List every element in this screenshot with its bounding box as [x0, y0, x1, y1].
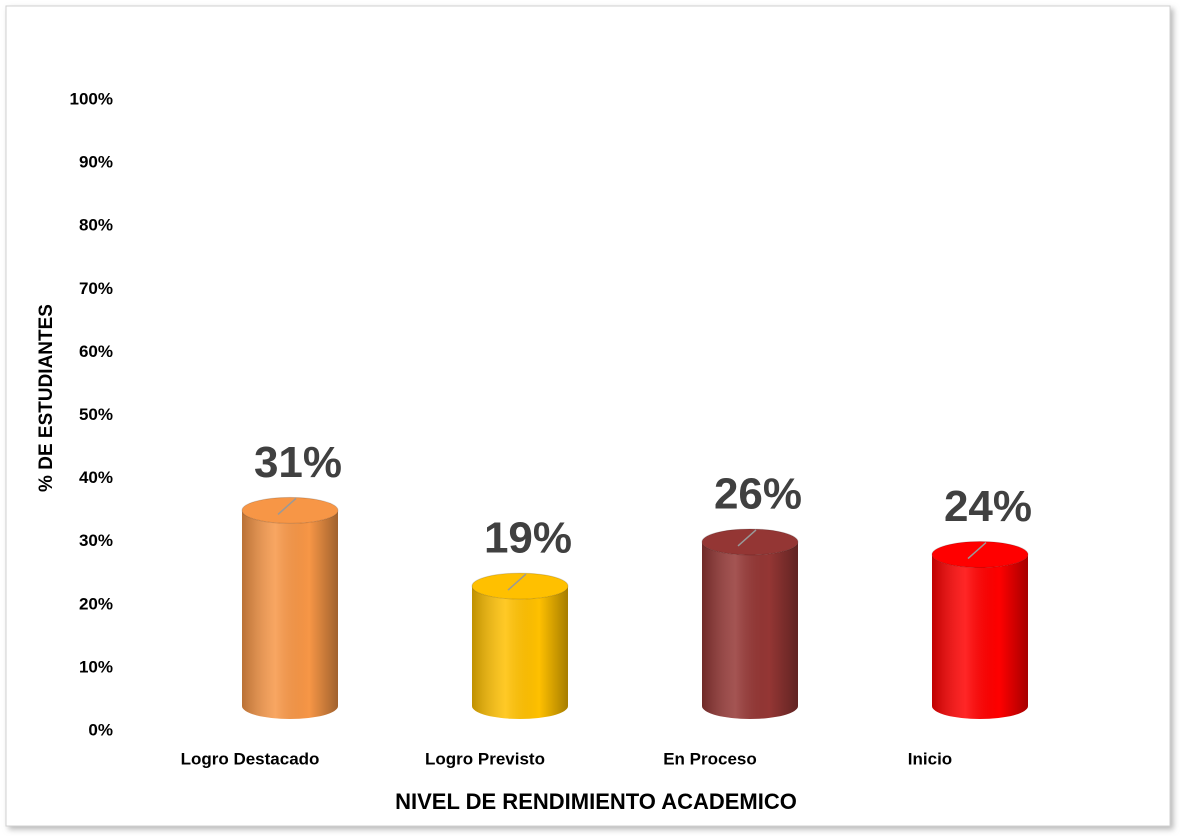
- y-tick-label: 90%: [79, 153, 113, 172]
- leader-line: [277, 497, 297, 515]
- x-tick-label: Logro Previsto: [425, 749, 545, 768]
- leader-line: [967, 541, 987, 560]
- bar-top: [241, 496, 339, 524]
- y-tick-label: 20%: [79, 594, 113, 613]
- y-tick-label: 100%: [70, 89, 113, 108]
- data-label: 24%: [944, 482, 1032, 531]
- y-axis-title: % DE ESTUDIANTES: [36, 304, 57, 492]
- bar-top: [701, 528, 799, 556]
- leader-line: [507, 573, 527, 591]
- y-tick-label: 0%: [88, 720, 113, 739]
- x-tick-label: En Proceso: [663, 749, 757, 768]
- x-tick-label: Inicio: [908, 749, 952, 768]
- y-tick-label: 30%: [79, 531, 113, 550]
- y-tick-label: 50%: [79, 405, 113, 424]
- bar-top: [471, 572, 569, 600]
- y-tick-label: 70%: [79, 279, 113, 298]
- data-label: 26%: [714, 470, 802, 519]
- y-tick-label: 10%: [79, 657, 113, 676]
- bar: [701, 528, 799, 719]
- y-tick-label: 40%: [79, 468, 113, 487]
- bar-shading: [702, 541, 798, 719]
- bar-shading: [932, 554, 1028, 719]
- leader-line: [737, 529, 757, 547]
- x-axis-title: NIVEL DE RENDIMIENTO ACADEMICO: [395, 789, 797, 814]
- bar-shading: [472, 586, 568, 719]
- bar-shading: [242, 510, 338, 719]
- bar-top: [931, 541, 1029, 569]
- data-label: 31%: [254, 438, 342, 487]
- y-tick-label: 80%: [79, 216, 113, 235]
- bar: [471, 572, 569, 719]
- bar: [241, 496, 339, 719]
- x-tick-label: Logro Destacado: [181, 749, 320, 768]
- bar: [931, 541, 1029, 719]
- y-tick-label: 60%: [79, 342, 113, 361]
- data-label: 19%: [484, 514, 572, 563]
